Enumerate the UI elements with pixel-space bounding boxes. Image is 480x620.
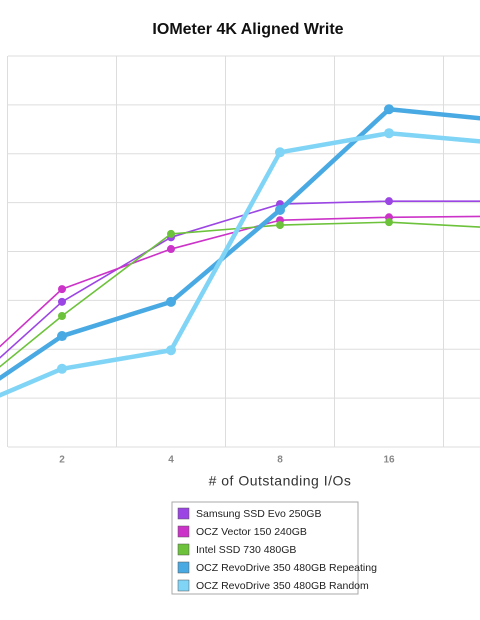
- data-point: [57, 363, 67, 374]
- data-point: [276, 221, 284, 230]
- data-point: [275, 204, 285, 215]
- series-line: [0, 130, 480, 398]
- data-point: [275, 147, 285, 158]
- legend-swatch: [177, 507, 190, 520]
- chart-title: IOMeter 4K Aligned Write: [152, 21, 343, 38]
- legend-label: Intel SSD 730 480GB: [196, 544, 296, 556]
- legend-swatch: [177, 543, 190, 556]
- data-point: [166, 296, 176, 307]
- data-point: [166, 345, 176, 356]
- legend-swatch: [177, 525, 190, 538]
- legend-swatch: [177, 561, 190, 574]
- series-line: [0, 221, 480, 368]
- data-point: [58, 297, 66, 306]
- data-point: [167, 245, 175, 254]
- series-line: [0, 215, 480, 348]
- legend-label: OCZ Vector 150 240GB: [196, 526, 307, 538]
- x-tick-label: 2: [59, 455, 65, 466]
- legend-label: OCZ RevoDrive 350 480GB Repeating: [196, 562, 377, 574]
- x-tick-label: 16: [383, 455, 395, 466]
- data-point: [384, 128, 394, 139]
- legend-swatch: [177, 579, 190, 592]
- x-axis-label: # of Outstanding I/Os: [209, 473, 352, 489]
- series-line: [0, 107, 480, 381]
- legend-label: OCZ RevoDrive 350 480GB Random: [196, 580, 369, 592]
- data-point: [57, 331, 67, 342]
- data-point: [58, 312, 66, 321]
- plot: 2 4 8 16: [0, 55, 480, 466]
- data-point: [385, 218, 393, 227]
- data-point: [384, 104, 394, 115]
- data-point: [385, 197, 393, 206]
- legend-label: Samsung SSD Evo 250GB: [196, 508, 321, 520]
- data-point: [58, 285, 66, 294]
- legend-box: [171, 501, 359, 595]
- x-tick-label: 4: [168, 455, 174, 466]
- x-tick-label: 8: [277, 455, 283, 466]
- data-point: [167, 229, 175, 238]
- series-line: [0, 200, 480, 359]
